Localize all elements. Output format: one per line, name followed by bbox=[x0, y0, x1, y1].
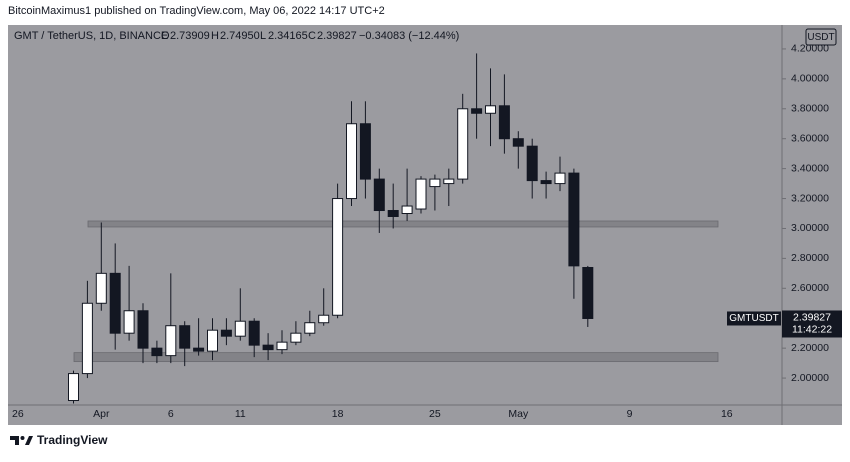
close-value: 2.39827 bbox=[317, 30, 357, 42]
candle-body bbox=[109, 272, 121, 334]
candle-body bbox=[81, 302, 93, 375]
price-tag-name: GMTUSDT bbox=[729, 313, 778, 324]
candle-body bbox=[137, 310, 149, 349]
candle-body bbox=[234, 320, 246, 337]
candle-body bbox=[401, 205, 413, 215]
candle-body bbox=[123, 310, 135, 334]
candle-body bbox=[526, 145, 538, 182]
high-value: 2.74950 bbox=[220, 30, 260, 42]
candle-body bbox=[68, 373, 79, 402]
candle-body bbox=[554, 172, 566, 185]
logo-slash bbox=[25, 436, 33, 445]
logo-mark bbox=[10, 436, 19, 445]
x-tick-label: 6 bbox=[168, 408, 174, 420]
candle-body bbox=[540, 180, 552, 185]
candle-body bbox=[485, 105, 496, 114]
candle-body bbox=[373, 178, 385, 212]
y-tick-label: 3.00000 bbox=[791, 222, 829, 234]
candle-body bbox=[179, 325, 191, 349]
y-tick-label: 3.60000 bbox=[791, 132, 829, 144]
open-value: 2.73909 bbox=[170, 30, 210, 42]
support-zone bbox=[87, 220, 719, 228]
x-tick-label: 18 bbox=[332, 408, 344, 420]
candle-body bbox=[165, 325, 177, 357]
y-tick-label: 2.20000 bbox=[791, 342, 829, 354]
currency-box[interactable] bbox=[805, 28, 837, 46]
candle-body bbox=[415, 178, 427, 210]
y-tick-label: 3.20000 bbox=[791, 192, 829, 204]
price-tag-box bbox=[782, 310, 842, 338]
candle-body bbox=[429, 178, 441, 188]
candle-body bbox=[387, 210, 399, 217]
x-tick-label: Apr bbox=[93, 408, 110, 420]
currency[interactable]: USDT bbox=[807, 32, 834, 43]
y-tick-label: 2.80000 bbox=[791, 252, 829, 264]
price-tag-value: 2.39827 bbox=[793, 311, 831, 323]
x-tick-label: May bbox=[508, 408, 529, 420]
support-zone bbox=[73, 352, 719, 363]
footer-brand: TradingView bbox=[37, 433, 108, 447]
open-letter: O bbox=[161, 30, 170, 42]
candle-body bbox=[151, 347, 163, 357]
y-tick-label: 2.00000 bbox=[791, 372, 829, 384]
plot-area bbox=[68, 53, 719, 404]
candle-body bbox=[95, 272, 107, 304]
footer: TradingView bbox=[10, 433, 108, 447]
candle-body bbox=[359, 123, 371, 180]
x-tick-label: 11 bbox=[235, 408, 246, 420]
candle-body bbox=[457, 108, 469, 180]
candle-body bbox=[248, 320, 260, 346]
x-tick-label: 26 bbox=[12, 408, 24, 420]
price-tag-countdown: 11:42:22 bbox=[792, 323, 832, 335]
y-tick-label: 3.40000 bbox=[791, 162, 829, 174]
candle-body bbox=[276, 341, 288, 351]
close-letter: C bbox=[308, 30, 316, 42]
price-axis: 2.000002.200002.400002.600002.800003.000… bbox=[782, 43, 829, 384]
candle-body bbox=[512, 138, 524, 147]
candle-body bbox=[346, 123, 357, 200]
legend-header: GMT / TetherUS, 1D, BINANCE O 2.73909 H … bbox=[14, 30, 459, 42]
published-line: BitcoinMaximus1 published on TradingView… bbox=[8, 5, 385, 17]
y-tick-label: 3.80000 bbox=[791, 103, 829, 115]
candle-body bbox=[443, 178, 455, 185]
candle-body bbox=[193, 347, 205, 352]
x-tick-label: 25 bbox=[429, 408, 441, 420]
candle-body bbox=[568, 172, 580, 267]
low-value: 2.34165 bbox=[268, 30, 308, 42]
y-tick-label: 2.60000 bbox=[791, 282, 829, 294]
price-tag-name-box bbox=[727, 311, 781, 326]
candle-body bbox=[220, 329, 232, 337]
candle-body bbox=[290, 332, 302, 343]
candle-body bbox=[262, 344, 274, 351]
symbol: GMT / TetherUS, 1D, BINANCE bbox=[14, 30, 168, 42]
candle-body bbox=[304, 322, 316, 334]
candle-body bbox=[207, 329, 218, 352]
candle-body bbox=[498, 105, 510, 140]
candle-body bbox=[582, 266, 594, 319]
high-letter: H bbox=[211, 30, 219, 42]
x-tick-label: 16 bbox=[721, 408, 733, 420]
candle-body bbox=[318, 314, 330, 324]
candle-body bbox=[332, 198, 344, 316]
logo-dot bbox=[20, 436, 25, 440]
low-letter: L bbox=[260, 30, 266, 42]
y-tick-label: 4.20000 bbox=[791, 43, 829, 55]
candle-body bbox=[471, 108, 483, 114]
y-tick-label: 4.00000 bbox=[791, 73, 829, 85]
change-value: −0.34083 (−12.44%) bbox=[359, 30, 459, 42]
x-tick-label: 9 bbox=[627, 408, 633, 420]
